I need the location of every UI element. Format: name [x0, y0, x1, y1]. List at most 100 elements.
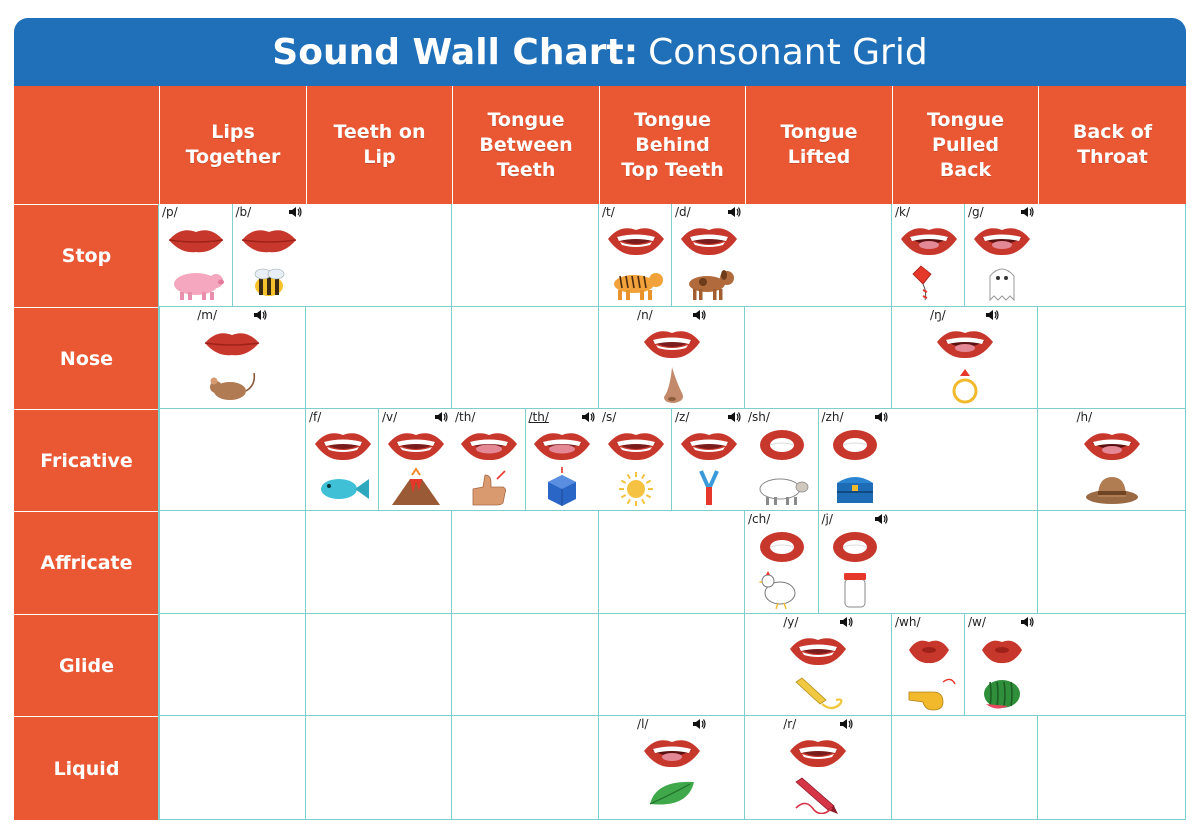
mouth-open-icon: [643, 740, 700, 768]
mouth-tongue-icon: [460, 433, 517, 461]
grid-cell: [599, 614, 745, 716]
sound-card[interactable]: /z/: [672, 409, 745, 510]
sound-symbol: /v/: [382, 410, 398, 424]
speaker-icon[interactable]: [581, 411, 595, 423]
row-header-glide: Glide: [14, 614, 159, 716]
speaker-icon[interactable]: [839, 718, 853, 730]
mouth-closed-icon: [205, 333, 260, 356]
sound-symbol: /zh/: [821, 410, 844, 424]
column-header-text: Tongue Lifted: [780, 120, 857, 170]
column-header-line: Teeth on: [333, 121, 426, 143]
speaker-icon[interactable]: [253, 309, 267, 321]
mouth-teeth-icon: [607, 433, 664, 461]
sound-card[interactable]: /j/: [818, 511, 892, 613]
grid-cell: [452, 204, 599, 307]
column-header-line: Lip: [363, 146, 396, 168]
mouth-teeth-icon: [680, 228, 737, 256]
grid-cell: [452, 614, 599, 716]
row-header-liquid: Liquid: [14, 716, 159, 820]
pig-icon: [173, 273, 224, 300]
sound-card[interactable]: /b/: [232, 204, 306, 306]
sound-symbol: /th/: [455, 410, 476, 424]
grid-cell: [452, 307, 599, 409]
speaker-icon[interactable]: [1020, 616, 1034, 628]
grid-cell: [306, 716, 452, 820]
mouth-round-icon: [759, 532, 804, 562]
mouth-teeth-icon: [680, 433, 737, 461]
sound-card[interactable]: /s/: [599, 409, 672, 510]
sound-card[interactable]: /th/: [525, 409, 599, 510]
speaker-icon[interactable]: [874, 411, 888, 423]
sound-card[interactable]: /ch/: [745, 511, 819, 613]
grid-cell: [306, 204, 452, 307]
grid-cell: [745, 204, 892, 307]
sound-card[interactable]: /ŋ/: [927, 307, 1003, 408]
speaker-icon[interactable]: [727, 206, 741, 218]
speaker-icon[interactable]: [434, 411, 448, 423]
sound-card[interactable]: /n/: [634, 307, 710, 408]
mouth-closed-icon: [242, 230, 297, 253]
sound-card[interactable]: /wh/: [892, 614, 965, 715]
sound-card[interactable]: /p/: [159, 204, 233, 306]
sound-card[interactable]: /w/: [965, 614, 1038, 715]
column-header-line: Back: [939, 158, 992, 181]
hat-icon: [1085, 477, 1138, 504]
dog-icon: [688, 270, 734, 300]
row-header-affricate: Affricate: [14, 511, 159, 614]
speaker-icon[interactable]: [692, 309, 706, 321]
mouth-teeth-icon: [790, 740, 847, 768]
sound-symbol: /ch/: [748, 512, 771, 526]
mouth-round-icon: [833, 430, 878, 460]
thumb-icon: [472, 470, 506, 506]
column-header-line: Lips: [211, 121, 255, 143]
jar-icon: [844, 573, 867, 608]
sound-card[interactable]: /sh/: [745, 409, 819, 510]
fish-icon: [320, 479, 369, 499]
column-header-line: Teeth: [496, 158, 556, 181]
sound-symbol: /z/: [675, 410, 690, 424]
kite-icon: [911, 265, 932, 301]
bee-icon: [254, 268, 285, 296]
column-header-line: Between: [479, 133, 573, 156]
grid-cell: [306, 307, 452, 409]
grid-cell: [159, 716, 306, 820]
grid-cell: [306, 511, 452, 614]
sound-card[interactable]: /zh/: [818, 409, 892, 510]
column-header-4: Tongue Behind Top Teeth: [599, 86, 745, 204]
mouth-open-icon: [936, 331, 993, 359]
sound-card[interactable]: /k/: [892, 204, 965, 306]
sound-card[interactable]: /f/: [306, 409, 379, 510]
sound-card[interactable]: /t/: [599, 204, 672, 306]
speaker-icon[interactable]: [874, 513, 888, 525]
grid-cell: [452, 716, 599, 820]
column-header-text: Tongue Pulled Back: [927, 108, 1004, 183]
sound-card[interactable]: /th/: [452, 409, 526, 510]
speaker-icon[interactable]: [839, 616, 853, 628]
column-header-text: Tongue Between Teeth: [479, 108, 572, 183]
grid-cell: [892, 409, 1038, 511]
speaker-icon[interactable]: [288, 206, 302, 218]
sound-card[interactable]: /g/: [965, 204, 1038, 306]
leaf-icon: [649, 781, 694, 805]
grid-cell: [1038, 307, 1186, 409]
sound-symbol: /th/: [528, 410, 549, 424]
title-bar: Sound Wall Chart: Consonant Grid: [14, 18, 1186, 86]
speaker-icon[interactable]: [985, 309, 999, 321]
sound-symbol: /w/: [968, 615, 986, 629]
sound-symbol: /d/: [675, 205, 691, 219]
sound-card[interactable]: /v/: [379, 409, 452, 510]
sound-card[interactable]: /h/: [1073, 409, 1151, 510]
column-header-line: Behind: [635, 133, 710, 156]
yarn-icon: [795, 677, 843, 710]
sound-card[interactable]: /y/: [780, 614, 857, 715]
sound-card[interactable]: /d/: [672, 204, 745, 306]
sound-card[interactable]: /l/: [634, 716, 710, 819]
speaker-icon[interactable]: [727, 411, 741, 423]
grid-cell: [599, 511, 745, 614]
sound-symbol: /m/: [197, 308, 218, 322]
consonant-grid: Lips Together Teeth on Lip Tongue Between Teet…: [14, 86, 1186, 820]
speaker-icon[interactable]: [692, 718, 706, 730]
speaker-icon[interactable]: [1020, 206, 1034, 218]
sound-card[interactable]: /m/: [194, 307, 271, 408]
sound-card[interactable]: /r/: [780, 716, 857, 819]
